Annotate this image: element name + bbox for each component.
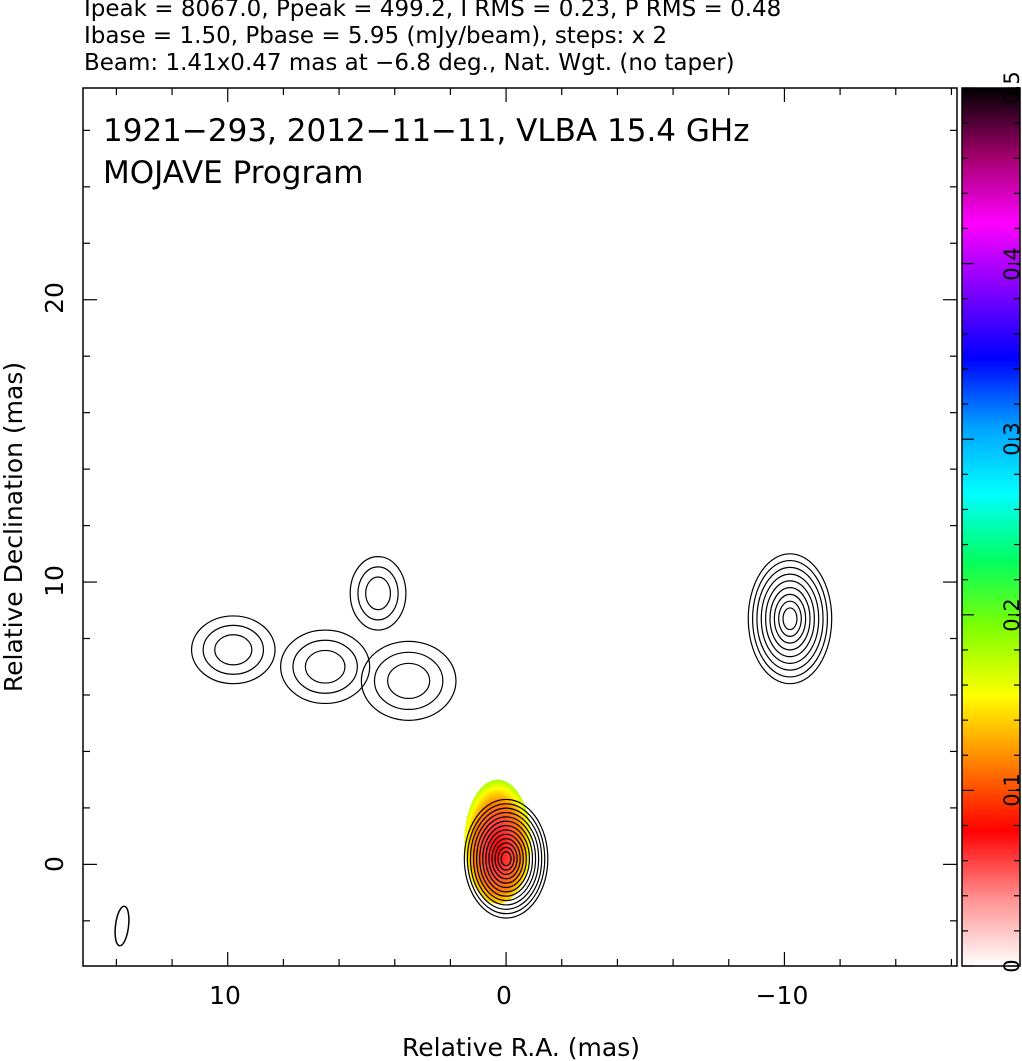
- contour-hotspot-level-3: [756, 566, 824, 671]
- contour-core-level-6: [479, 820, 534, 897]
- y-tick-label-10: 10: [40, 565, 69, 597]
- x-axis-label: Relative R.A. (mas): [402, 1033, 640, 1061]
- contour-core-level-1: [463, 798, 549, 919]
- header-stats-line: Ipeak = 8067.0, Ppeak = 499.2, I RMS = 0…: [84, 0, 782, 22]
- contour-hotspot-level-8: [778, 600, 802, 637]
- x-tick-label-neg10: −10: [756, 981, 809, 1010]
- contour-core-level-11: [494, 842, 518, 876]
- plot-subtitle: MOJAVE Program: [103, 155, 363, 191]
- contour-core-level-10: [491, 838, 521, 880]
- contour-jet-blob-2-level-3: [304, 649, 346, 684]
- contour-jet-blob-1-level-3: [387, 662, 431, 700]
- contour-core-level-2: [466, 803, 546, 915]
- contour-hotspot-level-6: [769, 587, 811, 651]
- header-base-line: Ibase = 1.50, Pbase = 5.95 (mJy/beam), s…: [84, 23, 668, 49]
- y-tick-label-0: 0: [40, 856, 69, 872]
- colorbar-label-0.4: 0.4: [1000, 247, 1022, 280]
- x-tick-label-10: 10: [209, 981, 241, 1010]
- contour-jet-blob-3-level-2: [202, 624, 265, 675]
- y-axis-label: Relative Declination (mas): [0, 362, 28, 692]
- contour-jet-blob-3-level-1: [190, 615, 276, 685]
- contour-core-level-3: [469, 807, 543, 910]
- contour-core-level-8: [485, 829, 527, 889]
- header-beam-line: Beam: 1.41x0.47 mas at −6.8 deg., Nat. W…: [84, 50, 735, 76]
- contour-core-level-4: [472, 811, 540, 906]
- colorbar-label-0.1: 0.1: [1000, 773, 1022, 806]
- colorbar-label-0.5: 0.5: [1000, 71, 1022, 104]
- contour-hotspot-level-9: [782, 607, 798, 631]
- contour-jet-blob-4-level-3: [365, 576, 392, 611]
- colorbar-label-0.3: 0.3: [1000, 422, 1022, 455]
- contour-hotspot-level-1: [747, 553, 833, 685]
- beam-ellipse: [114, 905, 130, 947]
- contour-core-level-7: [482, 824, 531, 893]
- tick-layer: [83, 87, 1020, 967]
- contour-hotspot-level-4: [760, 573, 820, 664]
- contour-jet-blob-1-level-2: [373, 651, 444, 711]
- colorbar: [961, 87, 1021, 967]
- contour-jet-blob-1-level-1: [360, 640, 457, 721]
- plot-title: 1921−293, 2012−11−11, VLBA 15.4 GHz: [103, 113, 749, 149]
- x-tick-label-0: 0: [496, 981, 512, 1010]
- colorbar-label-0.2: 0.2: [1000, 598, 1022, 631]
- plot-frame: [82, 87, 958, 967]
- contour-jet-blob-4-level-2: [357, 566, 399, 621]
- contour-jet-blob-2-level-2: [292, 639, 358, 694]
- contour-hotspot-level-7: [773, 593, 807, 644]
- contour-jet-blob-2-level-1: [280, 629, 371, 705]
- contour-core-level-9: [488, 833, 524, 884]
- contour-core-level-12: [497, 846, 515, 871]
- colorbar-label-0: 0: [1000, 959, 1022, 972]
- contour-jet-blob-4-level-1: [349, 556, 407, 631]
- contour-hotspot-level-2: [751, 559, 828, 678]
- contour-layer: [114, 553, 833, 947]
- contour-core-level-5: [476, 816, 537, 902]
- contour-jet-blob-3-level-3: [214, 634, 253, 666]
- y-tick-label-20: 20: [40, 282, 69, 314]
- contour-core-level-13: [500, 851, 512, 867]
- contour-hotspot-level-5: [765, 580, 815, 658]
